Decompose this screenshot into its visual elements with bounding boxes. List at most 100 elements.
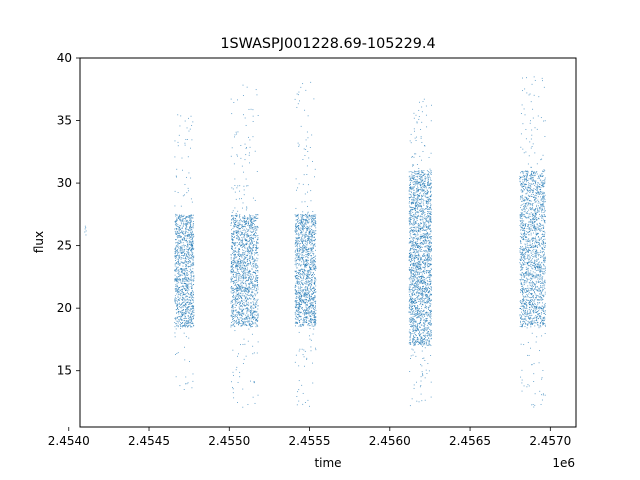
data-point bbox=[185, 311, 187, 312]
data-point bbox=[302, 216, 303, 217]
data-point bbox=[239, 314, 241, 316]
data-point bbox=[232, 388, 234, 390]
data-point bbox=[309, 338, 311, 340]
data-point bbox=[417, 291, 419, 293]
data-point bbox=[177, 288, 179, 290]
data-point bbox=[421, 228, 423, 229]
data-point bbox=[300, 297, 301, 299]
data-point bbox=[255, 230, 256, 232]
data-point bbox=[174, 251, 176, 253]
data-point bbox=[305, 220, 307, 222]
data-point bbox=[312, 234, 313, 236]
data-point bbox=[302, 261, 304, 263]
data-point bbox=[424, 180, 426, 182]
data-point bbox=[251, 240, 253, 242]
data-point bbox=[250, 318, 252, 320]
data-point bbox=[427, 281, 429, 283]
data-point bbox=[410, 214, 412, 216]
data-point bbox=[193, 235, 195, 237]
data-point bbox=[307, 235, 309, 237]
data-point bbox=[254, 286, 256, 288]
data-point bbox=[237, 210, 239, 212]
data-point bbox=[181, 268, 183, 269]
data-point bbox=[296, 292, 298, 294]
data-point bbox=[244, 247, 246, 249]
data-point bbox=[174, 279, 176, 281]
data-point bbox=[181, 157, 183, 159]
data-point bbox=[243, 261, 245, 263]
data-point bbox=[230, 291, 232, 293]
data-point bbox=[192, 233, 194, 235]
data-point bbox=[314, 317, 316, 319]
data-point bbox=[253, 217, 255, 219]
data-point bbox=[180, 307, 182, 309]
data-point bbox=[305, 317, 307, 318]
data-point bbox=[412, 242, 414, 244]
data-point bbox=[181, 250, 183, 252]
data-point bbox=[299, 303, 300, 305]
data-point bbox=[246, 247, 248, 249]
data-point bbox=[248, 291, 250, 293]
data-point bbox=[232, 324, 234, 326]
data-point bbox=[193, 325, 195, 327]
data-point bbox=[244, 216, 246, 218]
data-point bbox=[174, 253, 176, 255]
data-point bbox=[306, 240, 308, 242]
data-point bbox=[242, 279, 244, 281]
data-point bbox=[185, 228, 187, 230]
data-point bbox=[423, 246, 425, 248]
data-point bbox=[295, 272, 297, 274]
data-point bbox=[239, 302, 241, 304]
data-point bbox=[299, 311, 301, 313]
data-point bbox=[177, 235, 179, 236]
data-point bbox=[307, 216, 309, 218]
data-point bbox=[178, 214, 180, 216]
data-point bbox=[242, 388, 244, 390]
data-point bbox=[304, 219, 306, 221]
data-point bbox=[238, 243, 240, 245]
data-point bbox=[312, 305, 314, 306]
data-point bbox=[186, 239, 187, 241]
data-point bbox=[409, 340, 411, 342]
data-point bbox=[314, 243, 316, 245]
data-point bbox=[246, 312, 248, 314]
data-point bbox=[181, 246, 183, 248]
data-point bbox=[230, 271, 232, 273]
data-point bbox=[251, 258, 253, 260]
data-point bbox=[191, 221, 193, 223]
data-point bbox=[234, 250, 235, 252]
data-point bbox=[183, 251, 185, 253]
data-point bbox=[299, 287, 301, 289]
data-point bbox=[239, 245, 241, 247]
data-point bbox=[186, 280, 188, 282]
data-point bbox=[185, 225, 187, 226]
data-point bbox=[234, 277, 236, 278]
data-point bbox=[242, 320, 243, 322]
data-point bbox=[180, 237, 182, 238]
data-point bbox=[256, 325, 258, 327]
data-point bbox=[252, 266, 254, 268]
data-point bbox=[251, 315, 253, 317]
data-point bbox=[244, 221, 246, 222]
data-point bbox=[298, 314, 300, 316]
data-point bbox=[311, 218, 313, 219]
data-point bbox=[245, 314, 247, 316]
data-point bbox=[186, 261, 187, 262]
data-point bbox=[301, 259, 303, 261]
data-point bbox=[255, 214, 257, 215]
data-point bbox=[185, 304, 186, 306]
data-point bbox=[429, 277, 431, 279]
data-point bbox=[193, 306, 194, 308]
data-point bbox=[314, 324, 316, 326]
data-point bbox=[192, 299, 194, 301]
data-point bbox=[295, 290, 297, 292]
data-point bbox=[245, 250, 247, 252]
data-point bbox=[297, 214, 299, 216]
data-point bbox=[244, 159, 246, 161]
data-point bbox=[235, 214, 237, 216]
data-point bbox=[418, 227, 420, 229]
data-point bbox=[309, 320, 311, 322]
data-point bbox=[427, 260, 429, 262]
data-point bbox=[242, 268, 244, 270]
data-point bbox=[188, 286, 190, 288]
